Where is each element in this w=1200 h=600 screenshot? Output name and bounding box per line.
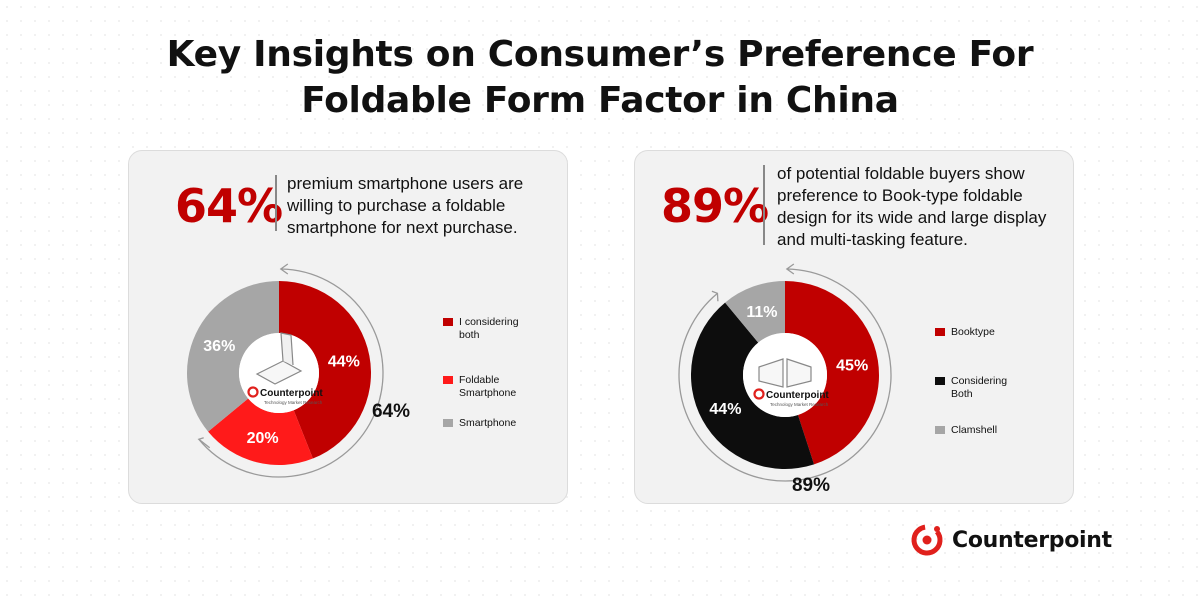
donut1-slice-1 [691, 302, 815, 469]
donut1-label-0: 45% [836, 357, 868, 374]
legend1-label-1: Considering Both [951, 375, 1008, 400]
legend1-label-2: Clamshell [951, 424, 998, 436]
right-statement-line-1: of potential foldable buyers show [777, 164, 1025, 183]
brand-logo: Counterpoint [910, 520, 1112, 560]
title-line-2: Foldable Form Factor in China [301, 80, 899, 121]
counterpoint-logo-icon [911, 524, 943, 556]
booktype-phone-icon [758, 358, 812, 388]
legend0-label-1: Foldable Smartphone [459, 374, 517, 399]
donut0-slice-1 [208, 398, 313, 465]
legend0-swatch-2 [443, 419, 453, 427]
right-statement: of potential foldable buyers show prefer… [777, 163, 1046, 251]
clamshell-phone-icon [255, 332, 303, 385]
donut0-label-0: 44% [328, 354, 360, 371]
legend1-item-0: Booktype [935, 326, 1031, 339]
donut0-label-2: 36% [203, 338, 235, 355]
title-line-1: Key Insights on Consumer’s Preference Fo… [166, 34, 1034, 75]
legend1-label-0: Booktype [951, 326, 995, 338]
donut1-annotation: 89% [792, 475, 830, 496]
donut1-arrow-end [711, 290, 719, 302]
donut1-logo-tagline: Technology Market Research [770, 402, 829, 407]
donut1-label-2: 11% [746, 304, 777, 321]
legend0-swatch-1 [443, 376, 453, 384]
donut0-logo-name: Counterpoint [260, 388, 323, 399]
legend0-label-2: Smartphone [459, 417, 517, 429]
legend0-swatch-0 [443, 318, 453, 326]
legend0-label-0: I considering both [459, 316, 519, 341]
legend0-item-1: Foldable Smartphone [443, 374, 539, 400]
brand-name: Counterpoint [952, 527, 1112, 553]
donut0-logo-tagline: Technology Market Research [264, 400, 323, 405]
donut0-slice-2 [187, 281, 279, 432]
legend1-swatch-2 [935, 426, 945, 434]
donut1-logo-name: Counterpoint [766, 390, 829, 401]
donut0-arrow-start [279, 263, 289, 275]
right-insight-panel: 89% of potential foldable buyers show pr… [634, 150, 1074, 504]
donut0-arrow-end [197, 437, 211, 449]
donut1-slice-0 [785, 281, 879, 465]
left-headline-value: 64% [175, 179, 283, 233]
left-insight-panel: 64% premium smartphone users are willing… [128, 150, 568, 504]
right-headline-value: 89% [661, 179, 769, 233]
right-statement-line-2: preference to Book-type foldable [777, 186, 1023, 205]
right-statement-line-4: and multi-tasking feature. [777, 230, 968, 249]
page-title: Key Insights on Consumer’s Preference Fo… [0, 32, 1200, 124]
donut0-label-1: 20% [247, 430, 279, 447]
donut1-slice-2 [725, 281, 785, 343]
donut0-annotation: 64% [372, 401, 410, 422]
legend1-swatch-0 [935, 328, 945, 336]
legend1-item-1: Considering Both [935, 375, 1031, 401]
left-statement: premium smartphone users are willing to … [287, 173, 523, 239]
legend0-item-0: I considering both [443, 316, 539, 342]
left-statement-line-3: smartphone for next purchase. [287, 218, 518, 237]
donut1-label-1: 44% [709, 401, 741, 418]
right-statement-line-3: design for its wide and large display [777, 208, 1047, 227]
donut1-annotation-arc [678, 268, 892, 482]
left-statement-line-2: willing to purchase a foldable [287, 196, 506, 215]
donut0-slice-0 [279, 281, 371, 459]
legend1-item-2: Clamshell [935, 424, 1031, 437]
left-statement-line-1: premium smartphone users are [287, 174, 524, 193]
right-divider [763, 165, 765, 245]
legend1-swatch-1 [935, 377, 945, 385]
donut1-arrow-start [785, 263, 795, 275]
left-divider [275, 175, 277, 231]
legend0-item-2: Smartphone [443, 417, 539, 430]
donut0-annotation-arc [198, 268, 384, 478]
